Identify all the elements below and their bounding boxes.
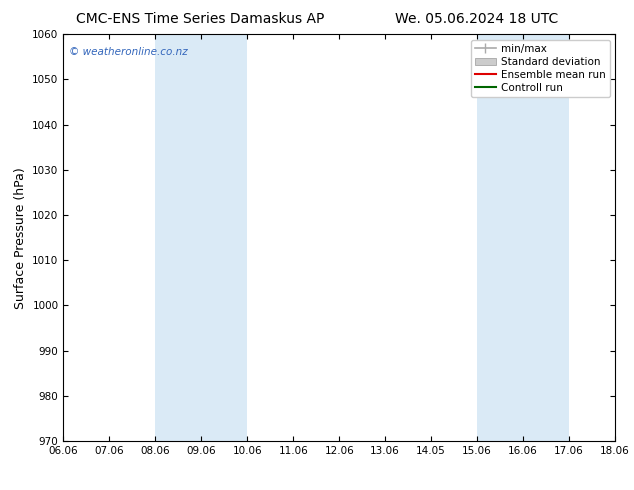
Y-axis label: Surface Pressure (hPa): Surface Pressure (hPa) [14, 167, 27, 309]
Bar [155, 34, 247, 441]
Bar [477, 34, 569, 441]
Text: We. 05.06.2024 18 UTC: We. 05.06.2024 18 UTC [395, 12, 558, 26]
Text: CMC-ENS Time Series Damaskus AP: CMC-ENS Time Series Damaskus AP [76, 12, 325, 26]
Legend: min/max, Standard deviation, Ensemble mean run, Controll run: min/max, Standard deviation, Ensemble me… [470, 40, 610, 97]
Text: © weatheronline.co.nz: © weatheronline.co.nz [69, 47, 188, 56]
